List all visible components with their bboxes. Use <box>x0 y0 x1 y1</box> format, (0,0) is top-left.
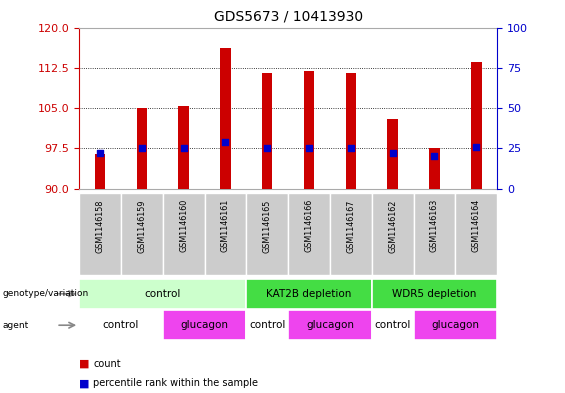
Text: GSM1146163: GSM1146163 <box>430 199 439 252</box>
Bar <box>163 193 205 275</box>
Text: glucagon: glucagon <box>432 320 479 330</box>
Bar <box>414 193 455 275</box>
Text: control: control <box>375 320 411 330</box>
Bar <box>372 310 414 340</box>
Bar <box>205 193 246 275</box>
Point <box>388 150 397 156</box>
Text: GSM1146164: GSM1146164 <box>472 199 481 252</box>
Bar <box>288 193 330 275</box>
Bar <box>262 73 272 189</box>
Bar <box>179 107 189 189</box>
Text: control: control <box>145 289 181 299</box>
Text: GSM1146159: GSM1146159 <box>137 199 146 253</box>
Text: glucagon: glucagon <box>181 320 228 330</box>
Text: control: control <box>103 320 139 330</box>
Point <box>137 145 146 152</box>
Bar <box>246 193 288 275</box>
Point <box>179 145 188 152</box>
Bar <box>163 310 246 340</box>
Point <box>430 153 439 160</box>
Bar <box>246 310 288 340</box>
Bar <box>121 193 163 275</box>
Bar <box>429 149 440 189</box>
Bar <box>79 310 163 340</box>
Bar <box>79 279 246 309</box>
Text: glucagon: glucagon <box>306 320 354 330</box>
Bar <box>372 193 414 275</box>
Text: ■: ■ <box>79 378 90 388</box>
Bar <box>388 119 398 189</box>
Text: count: count <box>93 358 121 369</box>
Text: WDR5 depletion: WDR5 depletion <box>392 289 477 299</box>
Bar <box>346 73 356 189</box>
Bar <box>288 310 372 340</box>
Bar <box>304 71 314 189</box>
Bar <box>220 48 231 189</box>
Text: KAT2B depletion: KAT2B depletion <box>266 289 352 299</box>
Point <box>221 139 230 145</box>
Text: agent: agent <box>3 321 29 330</box>
Text: genotype/variation: genotype/variation <box>3 289 89 298</box>
Bar <box>372 279 497 309</box>
Point <box>263 145 272 152</box>
Bar <box>455 193 497 275</box>
Bar <box>414 310 497 340</box>
Text: GSM1146161: GSM1146161 <box>221 199 230 252</box>
Bar <box>79 193 121 275</box>
Text: GSM1146166: GSM1146166 <box>305 199 314 252</box>
Text: percentile rank within the sample: percentile rank within the sample <box>93 378 258 388</box>
Text: GSM1146160: GSM1146160 <box>179 199 188 252</box>
Point <box>95 150 105 156</box>
Point <box>346 145 355 152</box>
Bar <box>95 154 105 189</box>
Point <box>305 145 314 152</box>
Text: GSM1146167: GSM1146167 <box>346 199 355 253</box>
Bar <box>471 62 481 189</box>
Text: ■: ■ <box>79 358 90 369</box>
Text: GSM1146165: GSM1146165 <box>263 199 272 253</box>
Point <box>472 143 481 150</box>
Title: GDS5673 / 10413930: GDS5673 / 10413930 <box>214 9 363 24</box>
Text: control: control <box>249 320 285 330</box>
Bar <box>330 193 372 275</box>
Bar <box>137 108 147 189</box>
Bar <box>246 279 372 309</box>
Text: GSM1146162: GSM1146162 <box>388 199 397 253</box>
Text: GSM1146158: GSM1146158 <box>95 199 105 253</box>
